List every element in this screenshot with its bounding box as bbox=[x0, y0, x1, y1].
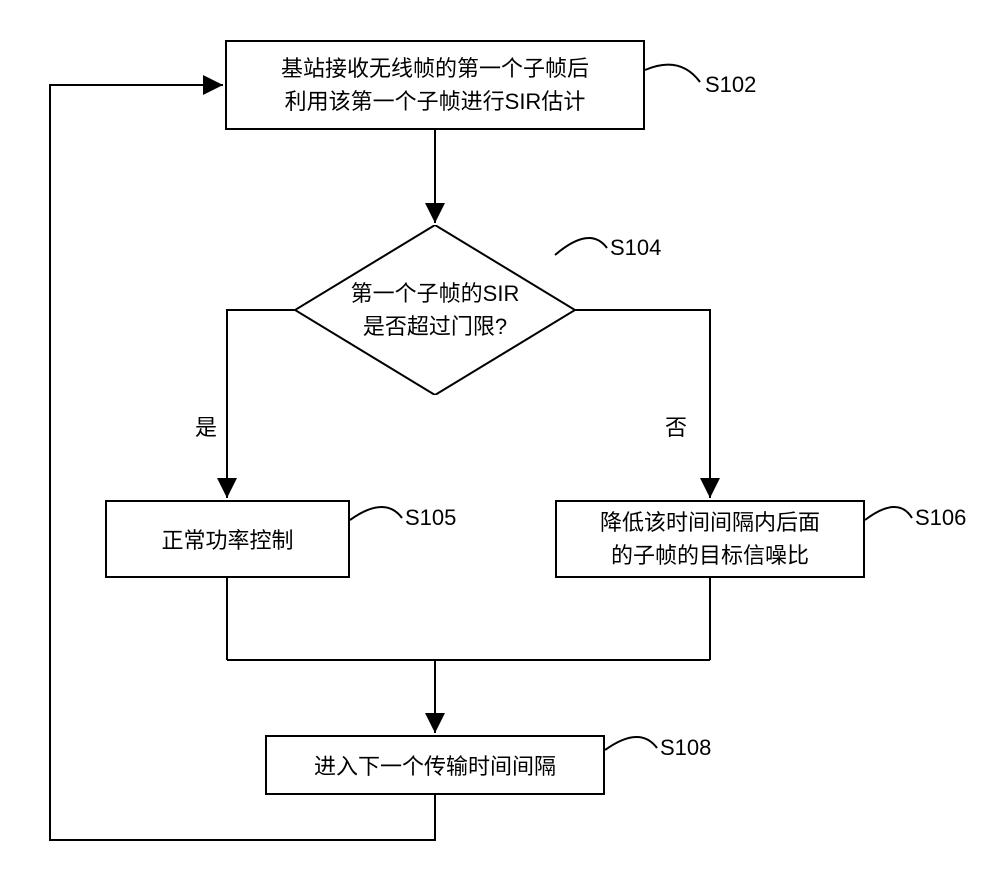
step-tag-s104: S104 bbox=[610, 235, 661, 261]
node-s106: 降低该时间间隔内后面 的子帧的目标信噪比 bbox=[555, 500, 865, 578]
node-s102-line1: 基站接收无线帧的第一个子帧后 bbox=[281, 52, 589, 85]
node-s102-line2: 利用该第一个子帧进行SIR估计 bbox=[281, 85, 589, 118]
node-s106-line2: 的子帧的目标信噪比 bbox=[600, 539, 820, 572]
node-s104-line2: 是否超过门限? bbox=[351, 310, 520, 343]
step-tag-s108: S108 bbox=[660, 735, 711, 761]
node-s104-line1: 第一个子帧的SIR bbox=[351, 277, 520, 310]
node-s104: 第一个子帧的SIR 是否超过门限? bbox=[295, 225, 575, 395]
step-tag-s102: S102 bbox=[705, 72, 756, 98]
edge-no-label: 否 bbox=[665, 410, 687, 442]
node-s108: 进入下一个传输时间间隔 bbox=[265, 735, 605, 795]
step-tag-s105: S105 bbox=[405, 505, 456, 531]
step-tag-s106: S106 bbox=[915, 505, 966, 531]
node-s105-text: 正常功率控制 bbox=[161, 523, 293, 555]
node-s102: 基站接收无线帧的第一个子帧后 利用该第一个子帧进行SIR估计 bbox=[225, 40, 645, 130]
edge-yes-label: 是 bbox=[195, 410, 217, 442]
node-s105: 正常功率控制 bbox=[105, 500, 350, 578]
node-s108-text: 进入下一个传输时间间隔 bbox=[314, 749, 556, 781]
node-s106-line1: 降低该时间间隔内后面 bbox=[600, 506, 820, 539]
